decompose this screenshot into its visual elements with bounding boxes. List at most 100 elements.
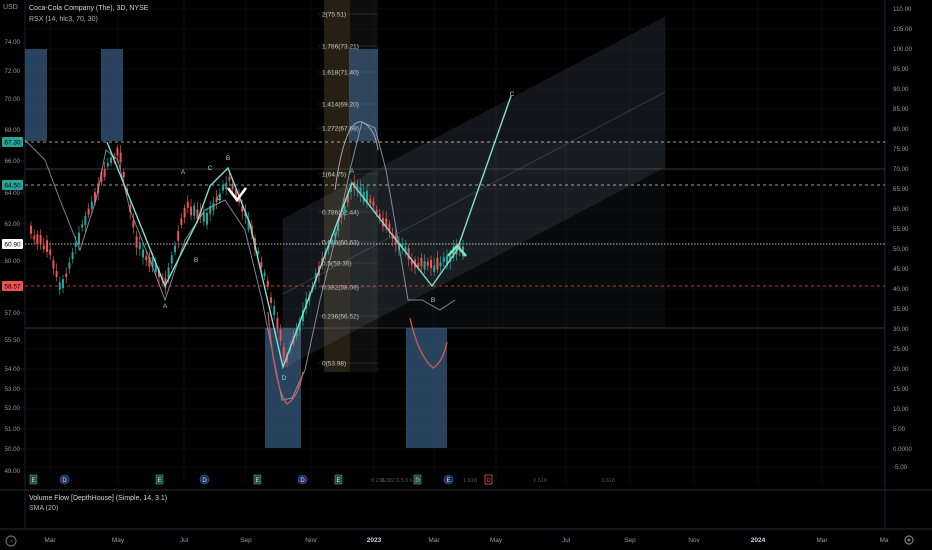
fib-level-label: 0.382(58.09) — [322, 285, 359, 292]
candle-body — [33, 235, 36, 240]
wave-label: B — [194, 257, 198, 264]
fib-level-label: 1.618(71.40) — [322, 70, 359, 77]
candle-body — [286, 355, 288, 363]
candle-body — [55, 271, 58, 278]
candle-body — [177, 231, 180, 241]
candle-body — [42, 245, 45, 250]
bottom-fib-label: 0.618 — [405, 478, 419, 484]
indicator-legend[interactable]: RSX (14, hlc3, 70, 30) — [29, 16, 98, 23]
candle-body — [212, 202, 215, 211]
left-axis-tick: 53.00 — [5, 386, 21, 393]
earnings-marker[interactable] — [253, 474, 262, 485]
left-axis-tick: 50.00 — [5, 446, 21, 453]
time-axis-label: Mar — [44, 537, 56, 544]
wave-label: C — [217, 195, 222, 202]
right-axis-tick: 80.00 — [893, 126, 909, 133]
candle-body — [337, 224, 340, 231]
fib-level-label: 1(64.75) — [322, 172, 346, 179]
left-axis-tick: 66.00 — [5, 158, 21, 165]
fib-level-label: 0(53.98) — [322, 361, 346, 368]
candle-body — [446, 255, 448, 266]
settings-gear-icon[interactable] — [904, 535, 914, 545]
right-axis-tick: 35.00 — [893, 306, 909, 313]
candle-body — [420, 257, 423, 267]
right-axis-tick: 30.00 — [893, 326, 909, 333]
time-axis-label: Nov — [305, 537, 317, 544]
right-axis-tick: 45.00 — [893, 266, 909, 273]
dividend-marker[interactable] — [443, 474, 454, 485]
left-axis-tick: 51.00 — [5, 426, 21, 433]
candle-body — [330, 239, 333, 244]
sma-legend[interactable]: SMA (20) — [29, 505, 59, 511]
event-marker-label: D — [415, 478, 420, 484]
earnings-marker-upcoming[interactable] — [484, 474, 493, 485]
bottom-fib-label: 0.382 — [381, 478, 395, 484]
event-marker-label: E — [446, 478, 450, 484]
settings-gear-center — [907, 538, 911, 542]
candle-body — [174, 245, 176, 253]
candle-body — [167, 267, 170, 278]
wave-label: B — [431, 297, 435, 304]
dividend-marker[interactable] — [297, 474, 308, 485]
highlight-zone-box — [25, 49, 47, 141]
tradingview-logo-icon[interactable] — [5, 535, 17, 547]
candle-body — [442, 257, 445, 262]
candle-body — [84, 215, 87, 226]
candle-body — [359, 187, 362, 196]
bullish-chevron-icon — [447, 244, 467, 257]
candle-body — [138, 242, 141, 250]
price-badge-bg — [2, 281, 23, 291]
right-axis-tick: 40.00 — [893, 286, 909, 293]
right-axis-tick: 20.00 — [893, 366, 909, 373]
candle-body — [196, 209, 199, 219]
time-axis-label: Sep — [240, 537, 252, 544]
rsx-oversold-2 — [409, 317, 448, 369]
symbol-legend[interactable]: Coca-Cola Company (The), 3D, NYSE — [29, 5, 149, 12]
left-axis-tick: 49.00 — [5, 468, 21, 475]
candle-body — [74, 242, 77, 247]
candle-body — [215, 197, 218, 203]
event-marker-label: E — [31, 478, 35, 484]
dividend-marker[interactable] — [59, 474, 70, 485]
horizontal-lines — [25, 141, 885, 329]
candle-body — [202, 212, 205, 222]
time-axis: Mar May Jul Sep Nov 2023 Mar May Jul Sep Nov 2024 Ma… — [5, 535, 914, 547]
candle-body — [218, 193, 221, 201]
candle-body — [71, 252, 74, 260]
candle-body — [298, 320, 301, 331]
left-axis-tick: 57.00 — [5, 310, 21, 317]
right-axis-tick: 85.00 — [893, 106, 909, 113]
price-badge-label: 64.50 — [4, 182, 21, 189]
dividend-marker[interactable] — [199, 474, 210, 485]
time-axis-label: Mar — [816, 537, 828, 544]
volume-flow-legend[interactable]: Volume Flow [DepthHouse] (Simple, 14, 3.… — [29, 495, 168, 502]
event-marker-label: D — [486, 478, 491, 484]
price-channel[interactable] — [282, 16, 666, 369]
candle-body — [439, 262, 442, 267]
earnings-marker[interactable] — [413, 474, 422, 485]
earnings-marker[interactable] — [29, 474, 38, 485]
time-axis-label: 2023 — [367, 537, 382, 544]
candle-body — [183, 207, 186, 218]
candle-body — [263, 272, 266, 277]
wave-label: A — [163, 303, 168, 310]
right-axis-tick: 70.00 — [893, 166, 909, 173]
right-axis-tick: 50.00 — [893, 246, 909, 253]
time-axis-label: Jul — [180, 537, 189, 544]
candle-body — [404, 246, 407, 253]
time-axis-label: Jul — [562, 537, 571, 544]
fibonacci-extension-tool[interactable]: 2(75.51) 1.786(73.21) 1.618(71.40) 1.414(69… — [318, 0, 378, 372]
tradingview-logo-glyph: ↗ — [9, 539, 13, 545]
fib-level-label: 0.5(59.36) — [322, 261, 352, 268]
right-axis-tick: 10.00 — [893, 406, 909, 413]
candle-body — [170, 255, 173, 264]
harmonic-pattern-path[interactable] — [106, 95, 512, 370]
candle-body — [423, 261, 426, 270]
highlight-zone-box — [349, 49, 378, 141]
channel-fill[interactable] — [282, 16, 666, 369]
earnings-marker[interactable] — [155, 474, 164, 485]
harmonic-pattern-lines[interactable] — [106, 95, 512, 370]
time-axis-label: Sep — [624, 537, 636, 544]
earnings-marker[interactable] — [334, 474, 343, 485]
